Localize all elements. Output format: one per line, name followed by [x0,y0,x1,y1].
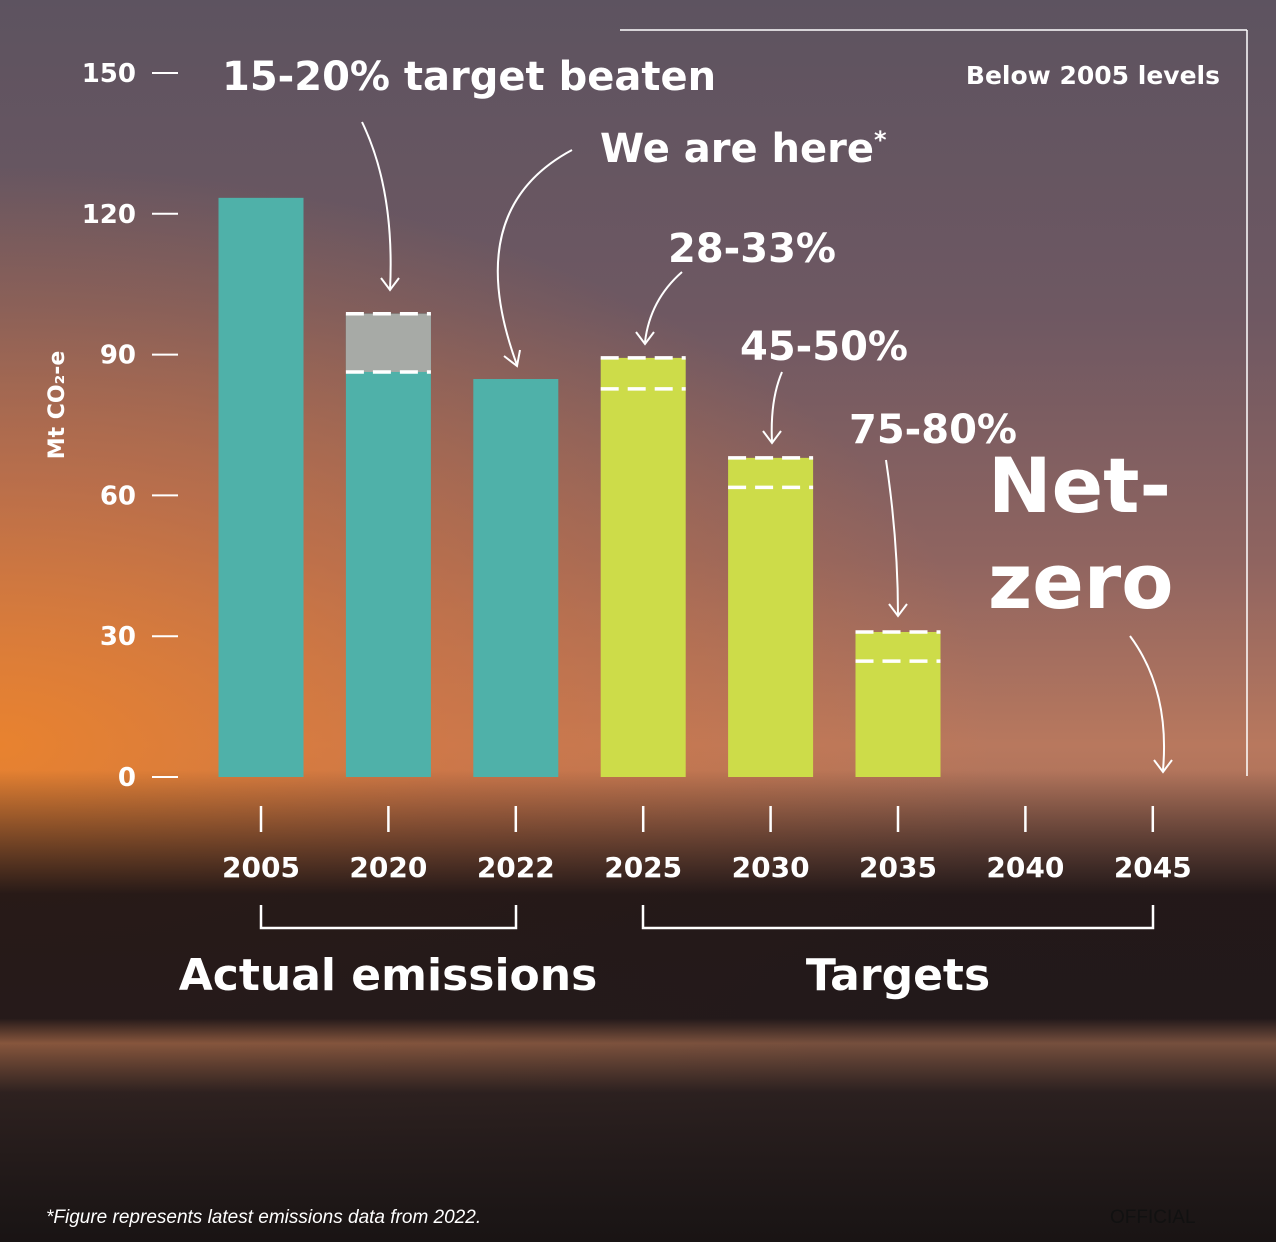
bar-2030 [728,457,814,777]
bar-2020 [345,313,431,777]
footnote: *Figure represents latest emissions data… [46,1207,482,1228]
x-tick-label: 2022 [477,851,555,884]
x-axis: 2005 2020 2022 2025 2030 2035 2040 2045 [222,806,1192,884]
x-tick-label: 2040 [986,851,1064,884]
x-tick-label: 2025 [604,851,682,884]
annotation-2025: 28-33% [668,226,836,272]
arrow-beaten [361,121,392,291]
annotation-beaten: 15-20% target beaten [222,54,716,100]
x-tick-label: 2020 [349,851,427,884]
annotation-2030: 45-50% [740,324,908,370]
x-tick-label: 2005 [222,851,300,884]
arrowhead-2025 [635,331,655,346]
arrow-here [496,149,573,366]
annotation-here: We are here* [600,126,887,172]
y-axis-label: Mt CO₂-e [45,351,70,460]
bar-2035 [855,631,941,777]
bars [218,197,941,778]
arrow-2035 [885,459,899,616]
bar-2025 [600,357,686,777]
arrowhead-2035 [888,603,908,618]
bracket-actual [259,905,518,930]
bar-2005 [218,197,304,778]
arrow-2025 [644,271,683,343]
y-tick-label: 90 [100,341,136,371]
y-axis: 0 30 60 90 120 150 [82,59,178,793]
annotation-netzero-line1: Net- [988,441,1171,530]
corner-label: Below 2005 levels [966,61,1220,90]
bar-beaten-segment-2020 [345,313,431,372]
arrowhead-netzero [1153,759,1173,774]
bar-2022 [473,379,559,777]
x-tick-label: 2030 [732,851,810,884]
chart-frame [620,29,1248,776]
annotation-netzero-line2: zero [988,537,1173,626]
x-tick-label: 2035 [859,851,937,884]
group-label-actual: Actual emissions [179,950,598,1001]
arrowhead-here [503,349,521,368]
x-tick-label: 2045 [1114,851,1192,884]
y-tick-label: 30 [100,622,136,652]
annotation-2035: 75-80% [849,407,1017,453]
arrowhead-2030 [762,430,782,445]
watermark-official: OFFICIAL [1110,1207,1196,1228]
bracket-targets [641,905,1155,930]
y-tick-label: 150 [82,59,136,89]
arrowhead-beaten [380,277,400,292]
y-tick-label: 120 [82,200,136,230]
group-label-targets: Targets [806,950,990,1001]
arrow-netzero [1129,635,1166,771]
y-tick-label: 0 [118,763,136,793]
arrow-2030 [770,371,783,443]
y-tick-label: 60 [100,481,136,511]
